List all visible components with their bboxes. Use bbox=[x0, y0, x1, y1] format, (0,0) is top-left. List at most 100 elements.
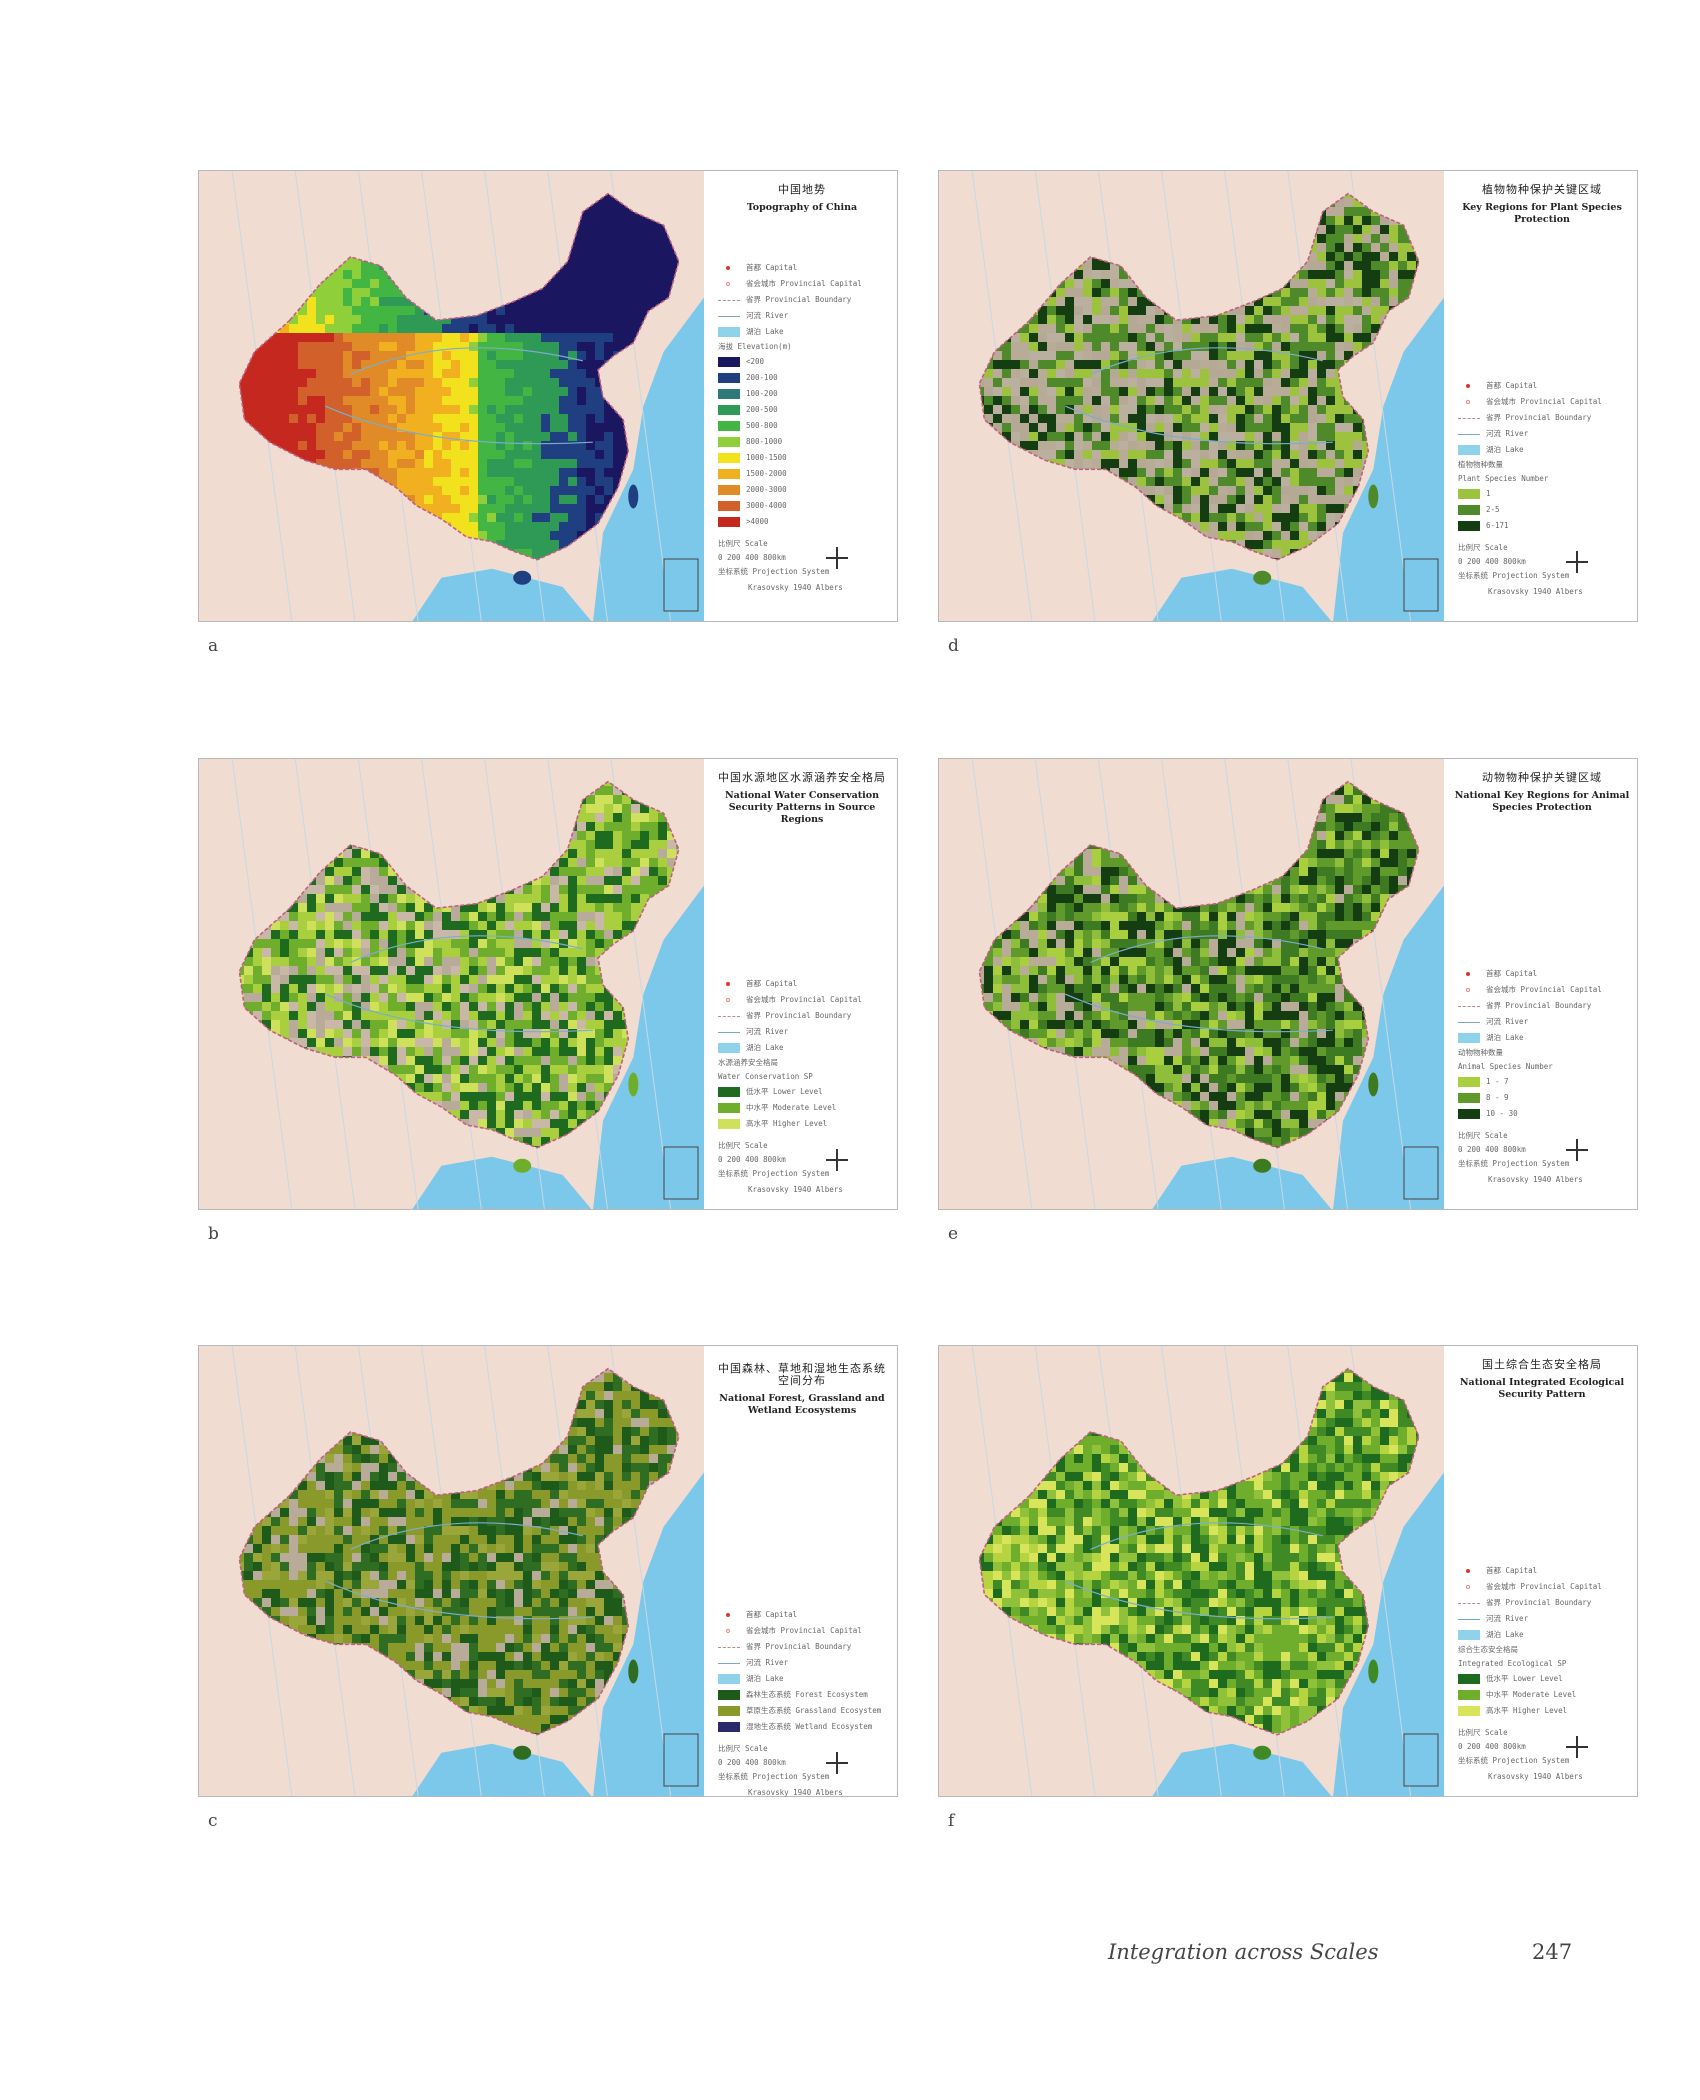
map-legend: 首都 Capital 省会城市 Provincial Capital 省界 Prov… bbox=[718, 1607, 881, 1801]
legend-item: 省界 Provincial Boundary bbox=[718, 1639, 881, 1655]
scale-ticks: 0 200 400 800 bbox=[1458, 557, 1517, 566]
legend-label: 10 - 30 bbox=[1486, 1109, 1518, 1118]
map-panel-b: 中国水源地区水源涵养安全格局 National Water Conservatio… bbox=[198, 758, 910, 1248]
hainan-island bbox=[1253, 1158, 1272, 1173]
projection-name: Krasovsky 1940 Albers bbox=[1488, 1175, 1583, 1184]
map-legend: 首都 Capital 省会城市 Provincial Capital 省界 Prov… bbox=[718, 976, 862, 1198]
sea bbox=[593, 1472, 704, 1796]
legend-label: 河流 River bbox=[746, 1027, 789, 1036]
projection-label: 坐标系统 Projection System bbox=[1458, 1159, 1570, 1168]
projection-name: Krasovsky 1940 Albers bbox=[748, 583, 843, 592]
legend-item: 500-800 bbox=[718, 418, 862, 434]
map-title-en: National Integrated Ecological Security … bbox=[1459, 1377, 1625, 1400]
legend-item: 省界 Provincial Boundary bbox=[718, 1008, 862, 1024]
river bbox=[1065, 1580, 1333, 1620]
legend-swatch bbox=[1458, 1674, 1480, 1684]
legend-item: 首都 Capital bbox=[718, 1607, 881, 1623]
legend-item: 低水平 Lower Level bbox=[1458, 1671, 1602, 1687]
legend-label: 首都 Capital bbox=[746, 263, 798, 272]
panel-label-c: c bbox=[208, 1811, 218, 1831]
legend-symbol-odot bbox=[1458, 397, 1480, 407]
legend-swatch bbox=[718, 405, 740, 415]
national-boundary bbox=[978, 1367, 1420, 1736]
legend-item: 河流 River bbox=[1458, 426, 1602, 442]
legend-item: 草原生态系统 Grassland Ecosystem bbox=[718, 1703, 881, 1719]
projection-label: 坐标系统 Projection System bbox=[718, 567, 830, 576]
legend-label: 中水平 Moderate Level bbox=[1486, 1690, 1577, 1699]
legend-item: 森林生态系统 Forest Ecosystem bbox=[718, 1687, 881, 1703]
map-legend: 首都 Capital 省会城市 Provincial Capital 省界 Prov… bbox=[718, 260, 862, 596]
china-map bbox=[939, 1346, 1637, 1796]
legend-item: 湖泊 Lake bbox=[718, 1040, 862, 1056]
map-title-en: National Water Conservation Security Pat… bbox=[724, 790, 879, 825]
legend-symbol-riv bbox=[1458, 1017, 1480, 1027]
sea bbox=[593, 885, 704, 1209]
south-china-sea-inset bbox=[663, 1146, 699, 1200]
scale-ticks: 0 200 400 800 bbox=[1458, 1742, 1517, 1751]
page-number: 247 bbox=[1532, 1940, 1573, 1964]
legend-label: 首都 Capital bbox=[746, 1610, 798, 1619]
legend-swatch bbox=[718, 421, 740, 431]
legend-symbol-odot bbox=[1458, 985, 1480, 995]
legend-item: 3000-4000 bbox=[718, 498, 862, 514]
legend-label: 省会城市 Provincial Capital bbox=[1486, 985, 1602, 994]
legend-symbol-dot bbox=[1458, 969, 1480, 979]
legend-swatch bbox=[718, 517, 740, 527]
map-title: 国土综合生态安全格局 National Integrated Ecological… bbox=[1453, 1359, 1631, 1401]
river bbox=[350, 935, 583, 963]
river bbox=[1065, 993, 1333, 1033]
legend-label: 3000-4000 bbox=[746, 501, 787, 510]
china-map bbox=[939, 171, 1637, 621]
legend-item: 河流 River bbox=[718, 1024, 862, 1040]
map-panel-e: 动物物种保护关键区域 National Key Regions for Anima… bbox=[938, 758, 1650, 1248]
south-sea bbox=[412, 1156, 592, 1209]
map-legend: 首都 Capital 省会城市 Provincial Capital 省界 Prov… bbox=[1458, 378, 1602, 600]
north-arrow-icon bbox=[825, 1752, 848, 1774]
legend-label: 800-1000 bbox=[746, 437, 783, 446]
legend-item: 省界 Provincial Boundary bbox=[1458, 1595, 1602, 1611]
south-sea bbox=[1152, 1156, 1332, 1209]
legend-label: 首都 Capital bbox=[1486, 381, 1538, 390]
hainan-island bbox=[513, 1158, 532, 1173]
legend-item: 湖泊 Lake bbox=[718, 1671, 881, 1687]
legend-swatch bbox=[1458, 1077, 1480, 1087]
map-panel-f: 国土综合生态安全格局 National Integrated Ecological… bbox=[938, 1345, 1650, 1835]
legend-label: 低水平 Lower Level bbox=[746, 1087, 823, 1096]
sea bbox=[1333, 1472, 1444, 1796]
national-boundary bbox=[238, 1367, 680, 1736]
legend-item: 省界 Provincial Boundary bbox=[718, 292, 862, 308]
map-title: 中国水源地区水源涵养安全格局 National Water Conservatio… bbox=[713, 772, 891, 826]
hainan-island bbox=[1253, 1745, 1272, 1760]
map-title: 中国森林、草地和湿地生态系统空间分布 National Forest, Grass… bbox=[713, 1363, 891, 1417]
legend-label: 湖泊 Lake bbox=[746, 327, 784, 336]
legend-symbol-odot bbox=[718, 279, 740, 289]
legend-label: 省会城市 Provincial Capital bbox=[1486, 1582, 1602, 1591]
south-china-sea-inset bbox=[663, 1733, 699, 1787]
panel-label-b: b bbox=[208, 1224, 219, 1244]
china-map bbox=[199, 759, 897, 1209]
river bbox=[325, 405, 593, 445]
river bbox=[325, 993, 593, 1033]
scale-ticks: 0 200 400 800 bbox=[718, 1155, 777, 1164]
map-legend: 首都 Capital 省会城市 Provincial Capital 省界 Prov… bbox=[1458, 966, 1602, 1188]
river bbox=[1090, 1522, 1323, 1550]
running-footer-title: Integration across Scales bbox=[1108, 1940, 1379, 1964]
projection-label: 坐标系统 Projection System bbox=[718, 1772, 830, 1781]
legend-label: 8 - 9 bbox=[1486, 1093, 1509, 1102]
legend-swatch bbox=[718, 1690, 740, 1700]
scale-unit: km bbox=[1516, 1742, 1526, 1751]
legend-item: 1500-2000 bbox=[718, 466, 862, 482]
legend-label: 省会城市 Provincial Capital bbox=[746, 279, 862, 288]
legend-label: 省界 Provincial Boundary bbox=[746, 1011, 852, 1020]
china-map bbox=[939, 759, 1637, 1209]
legend-item: 800-1000 bbox=[718, 434, 862, 450]
scale-block: 比例尺 Scale 0 200 400 800 km 坐标系统 Projection… bbox=[1458, 1725, 1602, 1785]
legend-item: 10 - 30 bbox=[1458, 1106, 1602, 1122]
legend-item: 省会城市 Provincial Capital bbox=[718, 276, 862, 292]
national-boundary bbox=[238, 192, 680, 561]
legend-swatch bbox=[718, 1706, 740, 1716]
map-title-zh: 植物物种保护关键区域 bbox=[1482, 183, 1602, 196]
map-title: 植物物种保护关键区域 Key Regions for Plant Species … bbox=[1453, 184, 1631, 226]
legend-swatch bbox=[1458, 1706, 1480, 1716]
legend-swatch bbox=[718, 357, 740, 367]
